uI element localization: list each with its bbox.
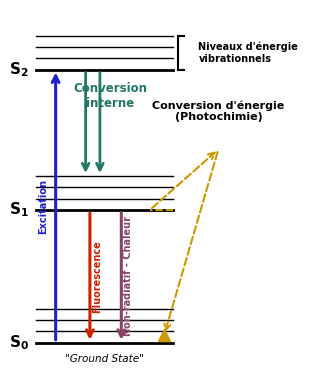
- Text: Fluorescence: Fluorescence: [92, 240, 102, 313]
- Text: Niveaux d'énergie
vibrationnels: Niveaux d'énergie vibrationnels: [198, 42, 298, 64]
- Text: $\mathbf{S_0}$: $\mathbf{S_0}$: [8, 333, 28, 352]
- Text: $\mathbf{S_1}$: $\mathbf{S_1}$: [9, 201, 28, 219]
- Text: "Ground State": "Ground State": [65, 354, 144, 364]
- Text: Conversion d'énergie
(Photochimie): Conversion d'énergie (Photochimie): [152, 100, 285, 122]
- Text: Excitation: Excitation: [38, 179, 48, 234]
- Text: Conversion
interne: Conversion interne: [73, 82, 147, 110]
- Text: Non-radiatif - Chaleur: Non-radiatif - Chaleur: [123, 216, 133, 336]
- Text: $\mathbf{S_2}$: $\mathbf{S_2}$: [9, 60, 28, 79]
